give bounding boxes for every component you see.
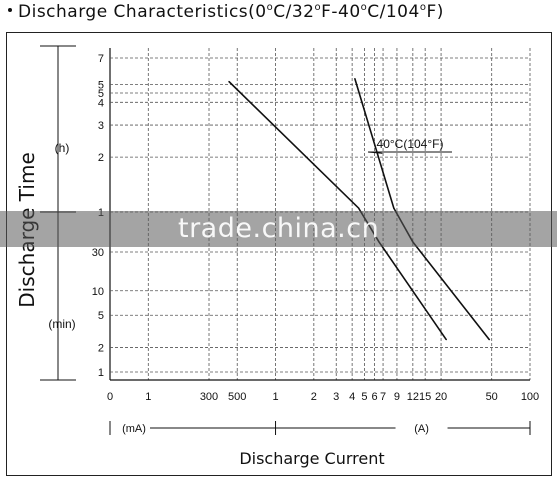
series-annotation-label: 40°C(104°F): [377, 137, 444, 151]
x-tick-label: 0: [107, 391, 113, 403]
y-tick-label-minutes: 30: [92, 247, 104, 259]
series-line-2: [354, 78, 491, 341]
x-tick-label: 100: [521, 391, 539, 403]
degree-sign: o: [314, 2, 322, 13]
x-tick-label: 3: [333, 391, 339, 403]
y-tick-label-minutes: 10: [92, 286, 104, 298]
title-unit3: C/104: [367, 2, 420, 22]
degree-sign: o: [266, 2, 274, 13]
x-unit-label-a: (A): [414, 423, 429, 435]
x-tick-label: 6: [371, 391, 377, 403]
y-unit-minutes: (min): [48, 317, 75, 331]
x-tick-label: 20: [435, 391, 447, 403]
x-tick-label: 500: [228, 391, 246, 403]
degree-sign: o: [419, 2, 427, 13]
bullet-dot: [8, 8, 12, 12]
series-point: [358, 207, 360, 209]
x-tick-label: 15: [419, 391, 431, 403]
title-prefix: Discharge Characteristics(0: [18, 2, 267, 22]
x-tick-label: 50: [486, 391, 498, 403]
x-tick-label: 12: [407, 391, 419, 403]
y-tick-label-hours: 3: [98, 120, 104, 132]
chart-frame: [6, 32, 552, 476]
chart-title: Discharge Characteristics(0oC/32oF-40oC/…: [4, 2, 444, 32]
y-tick-label-hours: 4: [98, 97, 104, 109]
x-tick-label: 4: [349, 391, 355, 403]
series-point: [393, 207, 395, 209]
y-tick-label-minutes: 5: [98, 310, 104, 322]
series-point: [488, 339, 491, 341]
watermark-text: trade.china.cn: [178, 213, 380, 244]
x-tick-label: 5: [361, 391, 367, 403]
y-tick-label-hours: 7: [98, 53, 104, 65]
x-tick-label: 7: [380, 391, 386, 403]
x-tick-label: 9: [394, 391, 400, 403]
x-tick-label: 2: [311, 391, 317, 403]
x-axis-label: Discharge Current: [239, 449, 384, 468]
title-unit2: F-40: [321, 2, 361, 22]
x-tick-label: 1: [272, 391, 278, 403]
degree-sign: o: [360, 2, 368, 13]
title-unit1: C/32: [273, 2, 315, 22]
y-tick-label-hours: 2: [98, 152, 104, 164]
series-point: [354, 77, 356, 80]
y-unit-hours: (h): [55, 141, 70, 155]
x-unit-label-ma: (mA): [122, 423, 146, 435]
y-tick-label-hours: 5: [98, 80, 104, 92]
series-point: [228, 80, 230, 83]
y-tick-label-minutes: 2: [98, 343, 104, 355]
y-tick-label-hours: 5: [98, 88, 104, 100]
series-point: [445, 339, 447, 341]
title-suffix: F): [426, 2, 444, 22]
x-tick-label: 300: [200, 391, 218, 403]
watermark-band: trade.china.cn: [0, 211, 557, 247]
y-tick-label-minutes: 1: [98, 367, 104, 379]
x-tick-label: 1: [145, 391, 151, 403]
